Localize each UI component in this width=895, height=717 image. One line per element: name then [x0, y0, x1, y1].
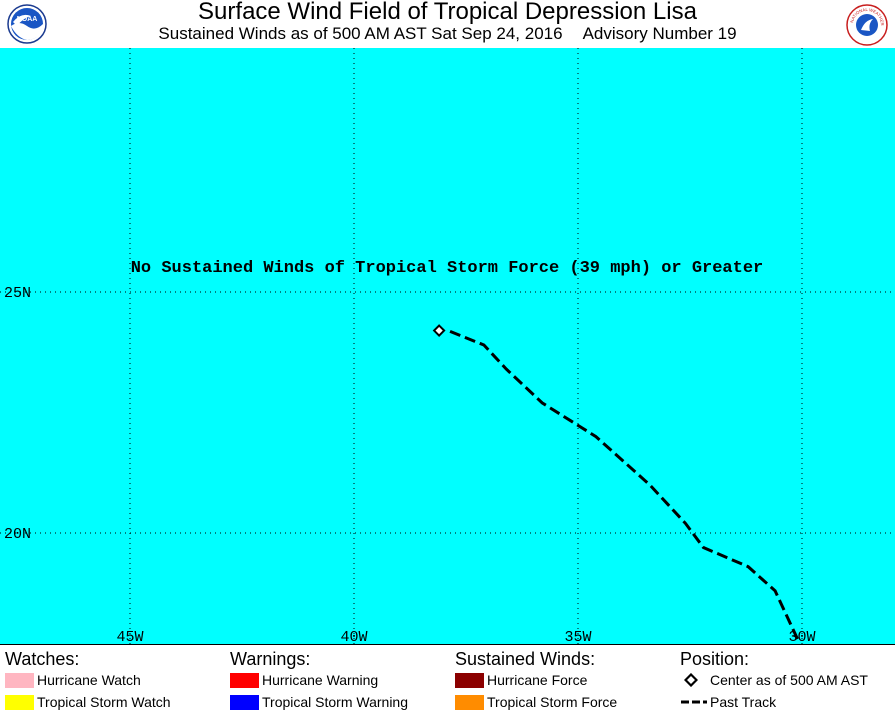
- longitude-label: 35W: [564, 629, 591, 644]
- latitude-label: 25N: [4, 285, 31, 302]
- tropical-storm-watch-swatch: [5, 695, 34, 710]
- header: NOAA Surface Wind Field of Tropical Depr…: [0, 0, 895, 48]
- subtitle-advisory: Advisory Number 19: [582, 24, 737, 43]
- tropical-storm-force-swatch: [455, 695, 484, 710]
- legend: Watches: Hurricane Watch Tropical Storm …: [0, 644, 895, 717]
- no-winds-message: No Sustained Winds of Tropical Storm For…: [131, 259, 764, 278]
- tropical-storm-warning-swatch: [230, 695, 259, 710]
- longitude-label: 40W: [340, 629, 367, 644]
- hurricane-warning-swatch: [230, 673, 259, 688]
- page-subtitle: Sustained Winds as of 500 AM AST Sat Sep…: [0, 24, 895, 44]
- dashed-line-icon: [681, 700, 707, 704]
- legend-center-position: Center as of 500 AM AST: [680, 671, 890, 689]
- legend-tropical-storm-force: Tropical Storm Force: [455, 693, 670, 711]
- legend-tropical-storm-warning: Tropical Storm Warning: [230, 693, 450, 711]
- svg-text:NOAA: NOAA: [17, 16, 38, 23]
- legend-watches-heading: Watches:: [5, 649, 80, 669]
- storm-center-marker: [432, 324, 446, 337]
- past-track-line: [447, 329, 799, 640]
- legend-hurricane-warning: Hurricane Warning: [230, 671, 450, 689]
- hurricane-watch-swatch: [5, 673, 34, 688]
- longitude-label: 45W: [116, 629, 143, 644]
- nws-logo-icon: NATIONAL WEATHER SERVICE: [844, 0, 888, 46]
- legend-position-heading: Position:: [680, 649, 750, 669]
- subtitle-valid-time: Sustained Winds as of 500 AM AST Sat Sep…: [158, 24, 563, 43]
- legend-tropical-storm-watch: Tropical Storm Watch: [5, 693, 215, 711]
- map-area: 45W 40W 35W 30W 25N 20N No Sustained Winds of…: [0, 48, 895, 644]
- legend-winds-heading: Sustained Winds:: [455, 649, 596, 669]
- legend-hurricane-force: Hurricane Force: [455, 671, 670, 689]
- diamond-icon: [684, 673, 698, 687]
- page-title: Surface Wind Field of Tropical Depressio…: [198, 0, 697, 25]
- noaa-logo-icon: NOAA: [7, 4, 47, 44]
- legend-past-track: Past Track: [680, 693, 890, 711]
- latitude-label: 20N: [4, 526, 31, 543]
- legend-hurricane-watch: Hurricane Watch: [5, 671, 215, 689]
- hurricane-force-swatch: [455, 673, 484, 688]
- legend-warnings-heading: Warnings:: [230, 649, 311, 669]
